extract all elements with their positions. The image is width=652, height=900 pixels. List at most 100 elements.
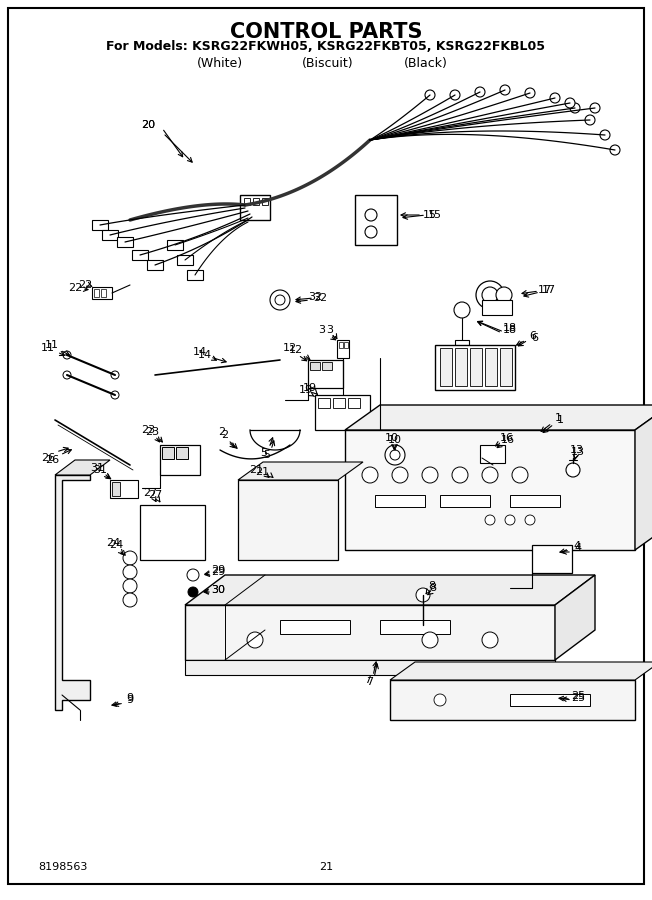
Text: 17: 17 — [538, 285, 552, 295]
Circle shape — [570, 103, 580, 113]
Circle shape — [566, 463, 580, 477]
Bar — [480, 445, 505, 463]
Circle shape — [450, 90, 460, 100]
Text: 26: 26 — [41, 453, 55, 463]
Text: 32: 32 — [313, 293, 327, 303]
Circle shape — [188, 587, 198, 597]
Circle shape — [392, 467, 408, 483]
Bar — [177, 255, 193, 265]
Text: 15: 15 — [428, 210, 442, 220]
Text: 14: 14 — [198, 350, 212, 360]
Text: 10: 10 — [388, 435, 402, 445]
Circle shape — [123, 579, 137, 593]
Text: 12: 12 — [289, 345, 303, 355]
Circle shape — [422, 467, 438, 483]
Text: 13: 13 — [570, 445, 584, 455]
Text: 7: 7 — [364, 675, 372, 685]
Text: 5: 5 — [261, 448, 267, 458]
Circle shape — [123, 551, 137, 565]
Text: 23: 23 — [145, 427, 159, 437]
Bar — [117, 237, 133, 247]
Text: 25: 25 — [571, 693, 585, 703]
Circle shape — [482, 287, 498, 303]
Text: 24: 24 — [106, 538, 120, 548]
Circle shape — [63, 351, 71, 359]
Text: 8198563: 8198563 — [38, 862, 87, 872]
Text: 27: 27 — [143, 488, 157, 498]
Bar — [92, 220, 108, 230]
Text: 24: 24 — [109, 540, 123, 550]
Circle shape — [600, 130, 610, 140]
Circle shape — [123, 565, 137, 579]
Polygon shape — [635, 405, 652, 550]
Text: 9: 9 — [126, 693, 134, 703]
Circle shape — [482, 632, 498, 648]
Bar — [435, 345, 515, 390]
Bar — [147, 260, 163, 270]
Text: 1: 1 — [557, 415, 563, 425]
Circle shape — [63, 371, 71, 379]
Bar — [485, 348, 497, 386]
Circle shape — [270, 290, 290, 310]
Text: 3: 3 — [327, 325, 334, 335]
Bar — [532, 545, 572, 573]
Circle shape — [452, 467, 468, 483]
Text: 6: 6 — [529, 331, 537, 341]
Bar — [337, 340, 349, 358]
Bar — [344, 342, 348, 348]
Bar — [355, 195, 397, 245]
Text: 6: 6 — [531, 333, 539, 343]
Circle shape — [385, 445, 405, 465]
Bar — [102, 230, 118, 240]
Bar — [110, 480, 138, 498]
Text: (White): (White) — [197, 57, 243, 70]
Text: 21: 21 — [255, 467, 269, 477]
Text: 12: 12 — [283, 343, 297, 353]
Text: 22: 22 — [68, 283, 82, 293]
Circle shape — [525, 515, 535, 525]
Circle shape — [434, 694, 446, 706]
Text: 3: 3 — [318, 325, 325, 335]
Text: 8: 8 — [428, 581, 436, 591]
Circle shape — [425, 90, 435, 100]
Polygon shape — [390, 680, 635, 720]
Text: For Models: KSRG22FKWH05, KSRG22FKBT05, KSRG22FKBL05: For Models: KSRG22FKWH05, KSRG22FKBT05, … — [106, 40, 546, 53]
Bar — [380, 620, 450, 634]
Circle shape — [610, 145, 620, 155]
Circle shape — [275, 295, 285, 305]
Bar — [132, 250, 148, 260]
Bar — [440, 495, 490, 507]
Circle shape — [390, 450, 400, 460]
Text: 14: 14 — [193, 347, 207, 357]
Circle shape — [247, 632, 263, 648]
Polygon shape — [345, 405, 652, 430]
Bar — [510, 495, 560, 507]
Text: 29: 29 — [211, 565, 225, 575]
Polygon shape — [555, 575, 595, 660]
Text: 2: 2 — [222, 430, 229, 440]
Text: 21: 21 — [319, 862, 333, 872]
Text: 16: 16 — [500, 433, 514, 443]
Bar — [470, 348, 482, 386]
Bar — [315, 395, 370, 430]
Bar — [308, 360, 343, 388]
Circle shape — [550, 93, 560, 103]
Text: 5: 5 — [263, 450, 271, 460]
Bar — [94, 289, 99, 297]
Circle shape — [454, 302, 470, 318]
Bar — [455, 340, 469, 350]
Bar — [187, 270, 203, 280]
Text: 16: 16 — [501, 435, 515, 445]
Bar — [345, 430, 635, 550]
Text: 23: 23 — [141, 425, 155, 435]
Bar — [244, 198, 250, 205]
Text: 7: 7 — [366, 677, 374, 687]
Bar — [101, 289, 106, 297]
Bar — [482, 300, 512, 315]
Bar — [318, 398, 330, 408]
Polygon shape — [185, 575, 595, 605]
Bar — [333, 398, 345, 408]
Text: 30: 30 — [211, 585, 225, 595]
Circle shape — [525, 88, 535, 98]
Bar — [510, 694, 590, 706]
